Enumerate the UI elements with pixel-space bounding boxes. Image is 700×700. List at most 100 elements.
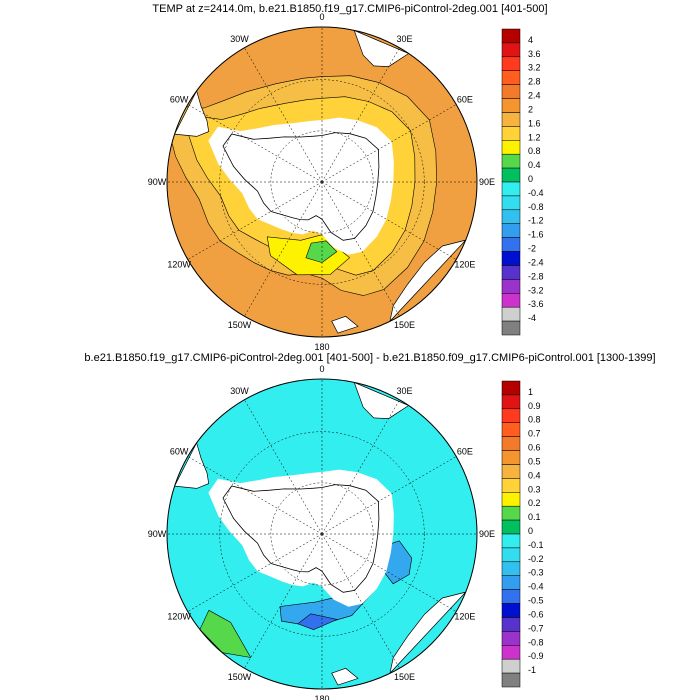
colorbar-swatch [501,575,521,590]
colorbar: 1 0.9 0.8 0.7 0.6 0.5 0.4 0.3 0.2 0.1 0 -0.1 -0.2 -0.… [501,380,544,688]
colorbar-swatch [501,42,521,58]
africa [353,29,410,67]
colorbar-swatch [501,519,521,535]
map-title-top: TEMP at z=2414.0m, b.e21.B1850.f19_g17.C… [152,3,548,15]
colorbar-label: -0.6 [528,610,544,620]
longitude-label: 120E [454,612,475,622]
colorbar-swatch [501,645,521,660]
map-border [166,378,478,690]
colorbar-swatch [501,492,521,507]
meridian-line [321,399,400,535]
colorbar-label: -2.8 [528,271,544,281]
colorbar-swatch [501,306,521,322]
colorbar-label: 2.4 [528,91,541,101]
meridian-line [244,47,323,183]
longitude-label: 30W [230,386,249,396]
polar-map-bottom: 0 30E 60E 90E 120E 150E 180 150W 120W 90W 60W 30W 1 0… [148,364,544,700]
longitude-label: 90E [479,529,495,539]
colorbar-label: -3.6 [528,299,544,309]
colorbar-swatch [501,56,521,71]
longitude-label: 180 [314,342,329,352]
colorbar-label: 0.5 [528,457,541,467]
colorbar-label: -0.7 [528,623,544,633]
longitude-label: 30E [396,386,412,396]
colorbar-swatch [501,464,521,479]
colorbar-label: 1.6 [528,118,541,128]
polar-map-top: 0 30E 60E 90E 120E 150E 180 150W 120W 90W 60W 30W 4 3… [148,12,544,352]
colorbar-label: 0.6 [528,443,541,453]
colorbar-label: -2.4 [528,258,544,268]
colorbar-swatch [501,209,521,224]
colorbar-swatch [501,394,521,410]
colorbar-label: 1 [528,387,533,397]
colorbar-label: 0 [528,526,533,536]
longitude-label: 60E [457,447,473,457]
colorbar-swatch [501,265,521,280]
meridian-line [187,456,323,535]
longitude-label: 120E [454,260,475,270]
colorbar-label: 3.6 [528,49,541,59]
colorbar-label: -3.2 [528,285,544,295]
colorbar-swatch [501,126,521,141]
colorbar-label: 4 [528,35,533,45]
longitude-label: 30E [396,34,412,44]
colorbar-swatch [501,293,521,308]
map-field [167,379,477,689]
map-field [167,27,477,337]
meridian-line [321,104,457,183]
colorbar-swatch [501,140,521,155]
colorbar-label: -4 [528,313,536,323]
colorbar-label: -0.8 [528,202,544,212]
meridian-line [244,533,323,669]
longitude-label: 150E [394,320,415,330]
meridian-line [321,533,400,669]
colorbar-label: 0.3 [528,484,541,494]
colorbar-label: 1.2 [528,132,541,142]
africa [353,381,410,419]
meridian-line [321,533,457,612]
colorbar-swatch [501,195,521,211]
colorbar-swatch [501,547,521,563]
colorbar: 4 3.6 3.2 2.8 2.4 2 1.6 1.2 0.8 0.4 0 -0.4 -0.8 -1.2 -… [501,28,544,336]
meridian-line [187,533,323,612]
colorbar-swatch [501,237,521,252]
colorbar-swatch [501,617,521,632]
colorbar-label: -0.3 [528,568,544,578]
colorbar-swatch [501,181,521,197]
colorbar-swatch [501,112,521,127]
colorbar-swatch [501,436,521,451]
colorbar-swatch [501,478,521,493]
latitude-line [219,79,425,285]
colorbar-label: -0.2 [528,554,544,564]
colorbar-label: 0.8 [528,415,541,425]
colorbar-label: -1.6 [528,230,544,240]
colorbar-label: 0.7 [528,429,541,439]
colorbar-swatch [501,98,521,113]
longitude-label: 120W [167,612,191,622]
longitude-label: 0 [319,364,324,374]
colorbar-swatch [501,422,521,437]
colorbar-label: 0.8 [528,146,541,156]
colorbar-swatch [501,672,521,688]
meridian-line [187,104,323,183]
colorbar-swatch [501,380,521,396]
colorbar-swatch [501,320,521,336]
colorbar-label: 0.2 [528,498,541,508]
colorbar-label: -2 [528,244,536,254]
colorbar-swatch [501,561,521,576]
colorbar-label: 3.2 [528,63,541,73]
meridian-line [244,181,323,317]
colorbar-label: 0 [528,174,533,184]
longitude-label: 150W [228,320,252,330]
latitude-line [270,482,374,586]
colorbar-swatch [501,533,521,549]
colorbar-swatch [501,505,521,521]
colorbar-label: -1 [528,665,536,675]
colorbar-label: 0.9 [528,401,541,411]
meridian-line [321,181,400,317]
map-border [166,26,478,338]
colorbar-label: -0.5 [528,596,544,606]
colorbar-swatch [501,631,521,646]
longitude-label: 30W [230,34,249,44]
